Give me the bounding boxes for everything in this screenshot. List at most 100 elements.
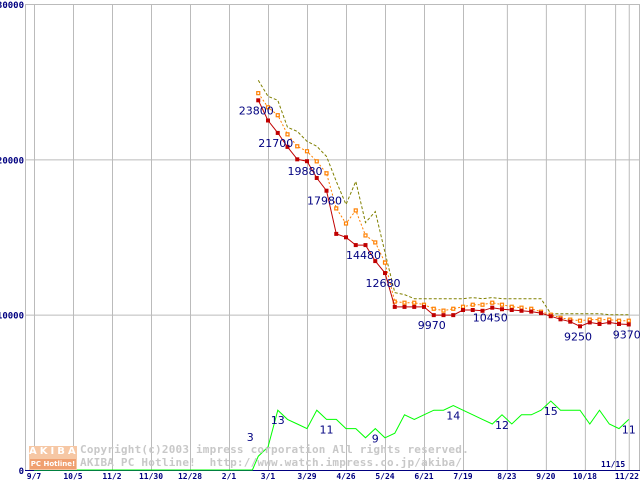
data-point-average [275, 113, 280, 118]
data-point-average [470, 302, 475, 307]
data-point-min [597, 321, 602, 326]
data-point-average [363, 233, 368, 238]
data-point-average [451, 306, 456, 311]
data-point-min [529, 309, 534, 314]
data-point-average [256, 91, 261, 96]
data-point-min [256, 98, 261, 103]
data-point-min [383, 271, 387, 276]
data-point-min [324, 188, 329, 193]
akiba-logo: AKIBA PC Hotline! [29, 446, 77, 470]
y-tick-label: 20000 [0, 156, 24, 166]
data-point-average [460, 304, 466, 309]
data-point-min [587, 320, 592, 325]
series-line-shops [34, 400, 630, 471]
data-point-min [412, 304, 417, 309]
series-line-max [257, 80, 629, 316]
data-point-average [499, 302, 505, 307]
data-point-average [412, 300, 417, 305]
x-tick-label: 10/18 [573, 472, 597, 480]
data-point-min [266, 118, 270, 123]
count-label: 12 [495, 419, 509, 432]
count-label: 11 [622, 423, 636, 436]
price-label: 21700 [258, 137, 293, 150]
data-point-min [480, 308, 485, 313]
data-point-min [578, 324, 582, 329]
data-labels: 23800 21700 19880 17980 14480 12680 9970 10450 9… [239, 104, 640, 445]
count-label: 13 [271, 414, 285, 427]
x-tick-label: 3/29 [297, 472, 316, 480]
data-point-min [334, 231, 339, 236]
data-point-min [568, 319, 573, 324]
data-point-average [334, 206, 339, 211]
price-label: 14480 [346, 249, 381, 262]
price-label: 10450 [473, 312, 508, 325]
data-point-average [373, 240, 378, 245]
data-point-min [490, 305, 495, 310]
plot-frame [25, 4, 640, 471]
y-tick-label: 0 [19, 467, 24, 477]
data-point-average [295, 144, 300, 149]
data-point-average [314, 159, 319, 164]
data-point-min [392, 304, 397, 309]
x-tick-label: 7/19 [453, 472, 472, 480]
data-point-min [470, 308, 475, 313]
data-point-average [343, 221, 349, 226]
data-point-average [597, 317, 602, 322]
logo-line1: AKIBA [29, 446, 77, 457]
y-tick-label: 10000 [0, 312, 24, 322]
data-point-min [431, 313, 436, 318]
data-point-average [626, 318, 631, 323]
data-point-average [285, 132, 290, 137]
data-point-min [422, 304, 426, 309]
price-label: 9370 [613, 328, 640, 341]
grid [25, 4, 640, 471]
logo-line2: PC Hotline! [30, 459, 76, 469]
x-tick-label: 3/1 [261, 472, 276, 480]
x-tick-label: 8/23 [497, 472, 516, 480]
data-point-min [275, 130, 280, 135]
price-label: 9250 [564, 330, 592, 343]
data-point-average [577, 318, 583, 323]
data-point-min [548, 314, 553, 319]
data-point-average [353, 208, 358, 213]
price-label: 23800 [239, 104, 274, 117]
data-point-min [539, 311, 543, 316]
data-point-min [344, 235, 348, 240]
data-point-min [626, 322, 631, 327]
count-label: 9 [372, 433, 379, 446]
x-tick-label: 11/2 [102, 472, 121, 480]
data-point-average [519, 305, 524, 310]
data-point-min [461, 308, 465, 313]
data-point-min [617, 321, 621, 326]
data-point-min [607, 320, 612, 325]
data-point-average [265, 105, 271, 110]
price-label: 17980 [307, 195, 342, 208]
series-line-min [257, 100, 629, 327]
data-point-average [431, 306, 436, 311]
x-tick-label: 9/20 [536, 472, 555, 480]
count-label: 3 [247, 431, 254, 444]
data-point-min [353, 243, 358, 248]
y-tick-label: 30000 [0, 1, 24, 11]
data-point-average [441, 308, 446, 313]
x-tick-label: 11/30 [139, 472, 163, 480]
data-point-min [509, 308, 514, 313]
data-point-average [324, 171, 329, 176]
data-point-min [451, 313, 456, 318]
count-label: 14 [446, 410, 460, 423]
x-tick-label: 11/22 [615, 472, 639, 480]
data-point-average [480, 302, 485, 307]
copyright-text: Copyright(c)2003 impress corporation All… [80, 443, 469, 456]
price-label: 19880 [288, 165, 323, 178]
x-tick-label: 4/26 [336, 472, 355, 480]
x-tick-label: 5/24 [375, 472, 394, 480]
data-point-min [305, 159, 309, 164]
data-point-min [295, 157, 300, 162]
data-point-average [509, 304, 514, 309]
data-point-min [519, 308, 524, 313]
data-point-min [500, 307, 504, 312]
series-lines [34, 80, 631, 471]
data-point-min [558, 317, 563, 322]
data-point-average [382, 260, 388, 265]
